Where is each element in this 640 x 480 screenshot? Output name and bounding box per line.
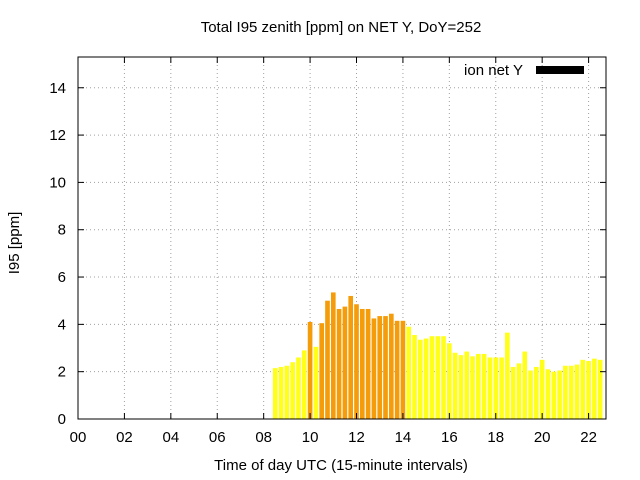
bar — [481, 353, 487, 419]
bar — [272, 368, 278, 419]
bar — [284, 365, 290, 419]
bar — [586, 361, 591, 419]
bar — [563, 365, 568, 419]
bar — [557, 370, 562, 419]
bar — [522, 351, 528, 419]
y-tick-label: 12 — [49, 127, 66, 144]
bar — [336, 308, 342, 419]
bar — [545, 369, 551, 419]
bar — [412, 335, 417, 419]
bar — [441, 336, 446, 419]
bar — [493, 357, 499, 419]
bar — [447, 343, 452, 419]
x-tick-label: 00 — [70, 429, 87, 446]
bar — [342, 306, 348, 419]
bar — [319, 323, 325, 419]
bar — [359, 308, 365, 419]
bar — [377, 316, 383, 419]
bar — [452, 352, 458, 419]
bar — [464, 351, 470, 419]
bar — [330, 292, 336, 419]
x-tick-label: 22 — [580, 429, 597, 446]
y-tick-label: 4 — [58, 316, 66, 333]
bar — [458, 355, 464, 419]
bar — [528, 370, 533, 419]
bar — [388, 313, 394, 419]
bar — [383, 316, 388, 419]
y-tick-label: 6 — [58, 269, 66, 286]
bar — [539, 359, 545, 419]
bar — [487, 357, 493, 419]
y-tick-label: 2 — [58, 364, 66, 381]
bar — [534, 366, 539, 419]
bar — [580, 359, 586, 419]
legend-swatch — [536, 66, 584, 74]
bar — [574, 364, 580, 419]
bar — [365, 308, 371, 419]
x-axis-label: Time of day UTC (15-minute intervals) — [214, 457, 468, 474]
x-tick-label: 06 — [209, 429, 226, 446]
bar — [597, 359, 603, 419]
bar — [325, 300, 330, 419]
bar — [296, 357, 301, 419]
x-tick-label: 04 — [162, 429, 179, 446]
bar — [568, 365, 574, 419]
chart-title: Total I95 zenith [ppm] on NET Y, DoY=252 — [201, 19, 482, 36]
bar — [348, 295, 354, 419]
bar — [435, 336, 441, 419]
bar — [406, 326, 412, 419]
bar — [313, 346, 319, 419]
x-tick-label: 08 — [255, 429, 272, 446]
y-tick-label: 14 — [49, 80, 66, 97]
y-tick-label: 10 — [49, 174, 66, 191]
bar — [429, 336, 435, 419]
bar — [278, 366, 284, 419]
bar — [371, 318, 377, 419]
bar — [592, 358, 597, 419]
bars — [272, 292, 603, 419]
bar — [505, 332, 510, 419]
y-tick-label: 8 — [58, 222, 66, 239]
x-tick-label: 16 — [441, 429, 458, 446]
x-tick-label: 10 — [302, 429, 319, 446]
bar — [301, 350, 307, 419]
y-axis-label: I95 [ppm] — [6, 212, 23, 275]
y-tick-label: 0 — [58, 411, 66, 428]
x-tick-label: 18 — [487, 429, 504, 446]
bar — [394, 320, 400, 419]
bar — [499, 357, 504, 419]
x-tick-label: 02 — [116, 429, 133, 446]
bar — [290, 362, 296, 419]
bar — [510, 366, 516, 419]
legend: ion net Y — [464, 62, 584, 79]
bar — [516, 363, 522, 419]
plot-frame — [77, 56, 607, 420]
bar — [470, 356, 475, 419]
bar — [307, 321, 313, 419]
bar — [551, 371, 557, 419]
bar — [418, 339, 423, 419]
bar — [476, 353, 481, 419]
x-tick-label: 20 — [534, 429, 551, 446]
x-tick-label: 14 — [395, 429, 412, 446]
legend-label: ion net Y — [464, 62, 523, 79]
bar — [423, 338, 429, 419]
bar — [354, 304, 359, 419]
bar — [400, 320, 406, 419]
x-tick-label: 12 — [348, 429, 365, 446]
